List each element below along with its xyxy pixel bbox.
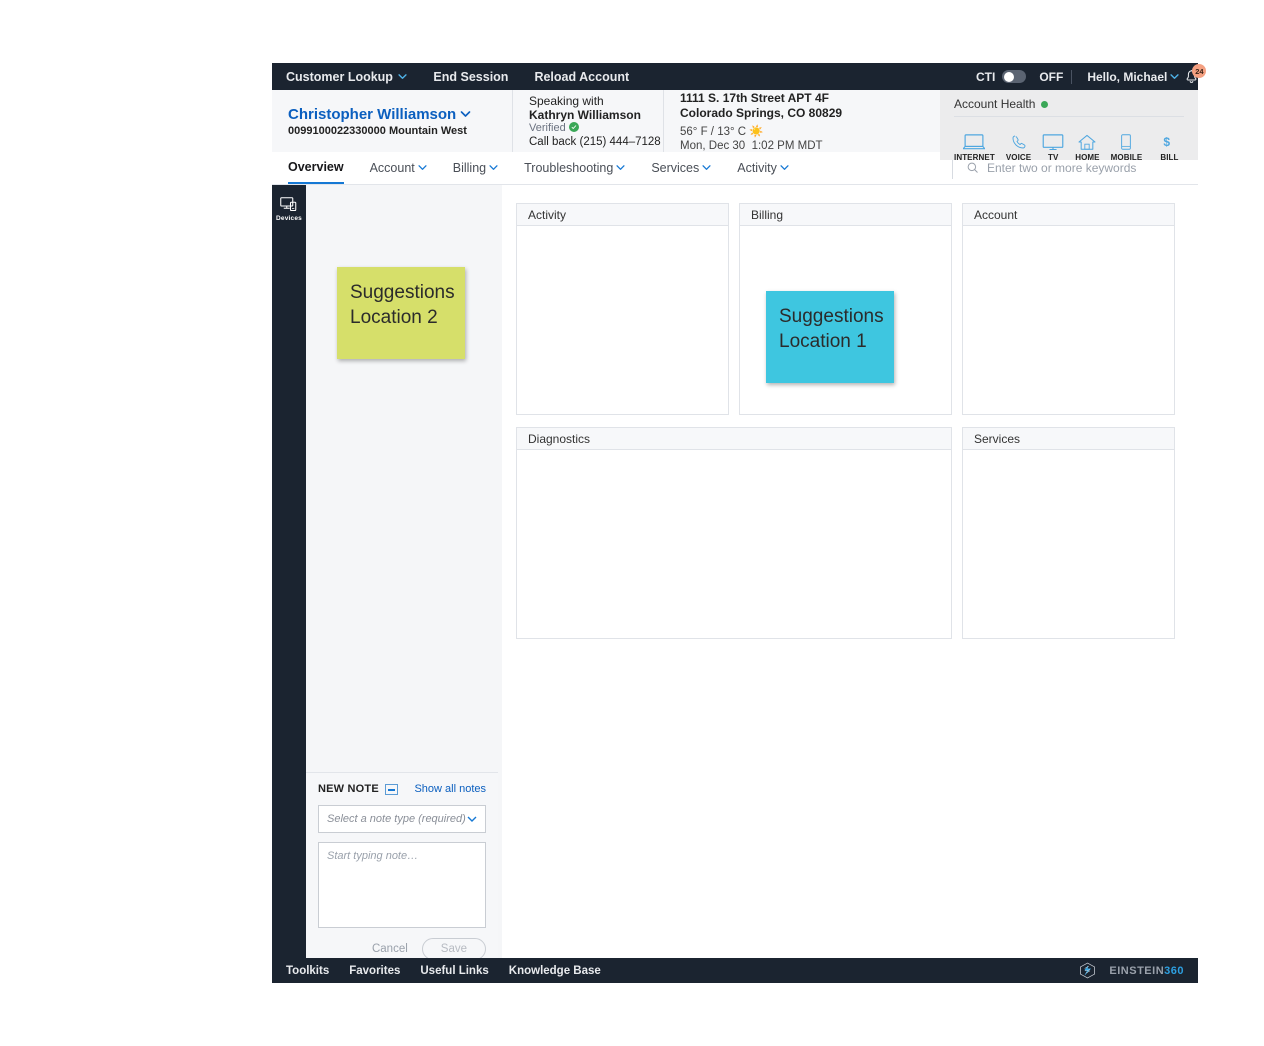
svg-text:$: $ <box>1164 135 1171 149</box>
